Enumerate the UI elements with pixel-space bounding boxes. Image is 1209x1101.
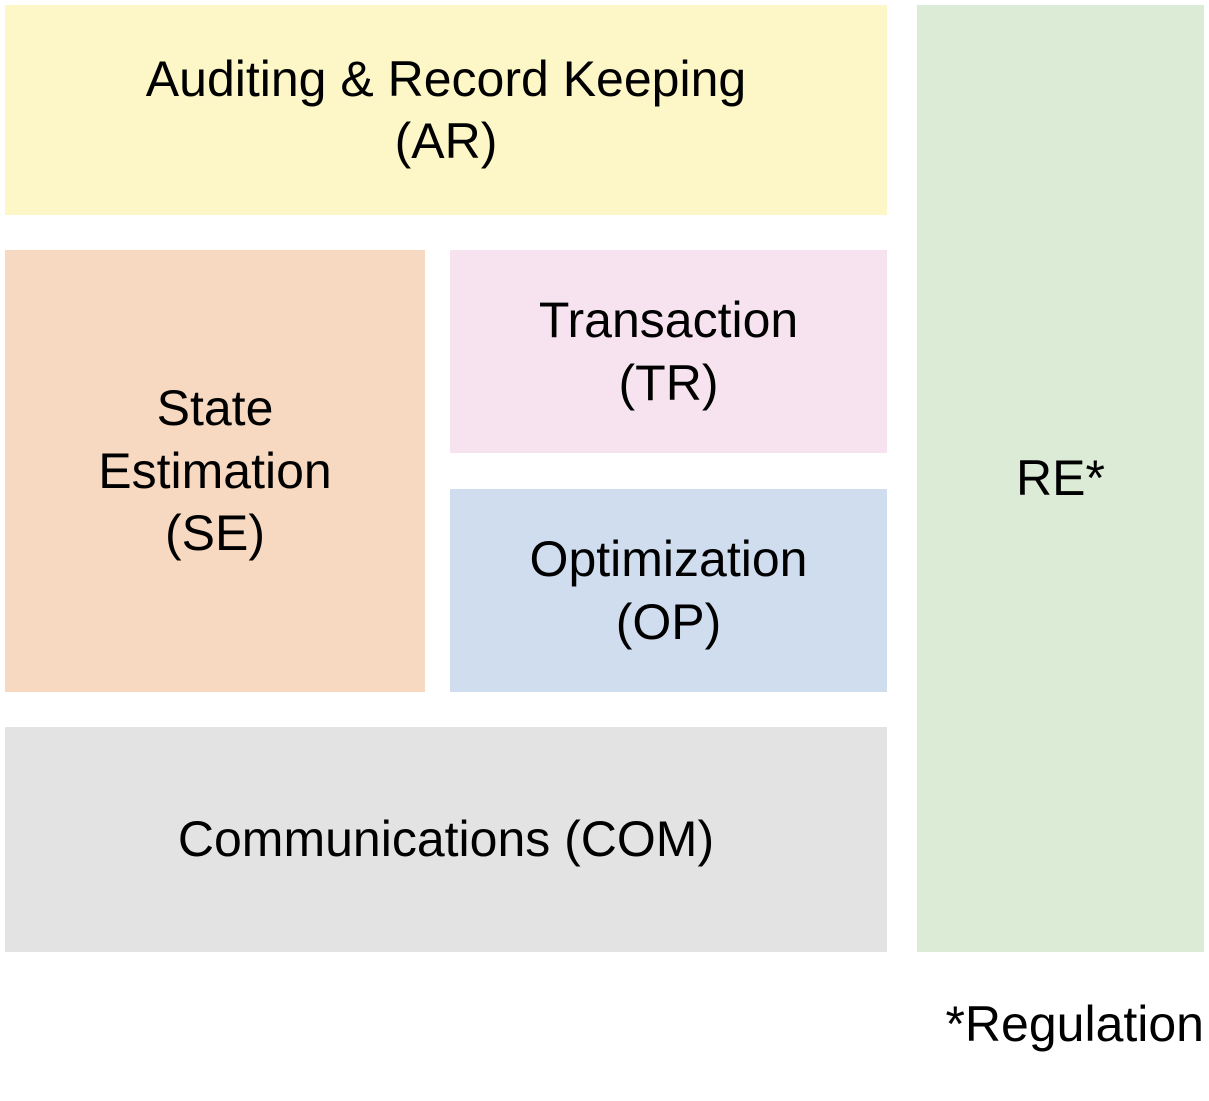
- footnote-text: *Regulation: [945, 996, 1204, 1052]
- architecture-diagram: Auditing & Record Keeping (AR) State Est…: [5, 5, 1204, 1096]
- block-regulation: RE*: [917, 5, 1204, 952]
- block-state-estimation: State Estimation (SE): [5, 250, 425, 692]
- block-label-state-estimation: State Estimation (SE): [98, 377, 331, 565]
- block-transaction: Transaction (TR): [450, 250, 887, 453]
- block-label-optimization: Optimization (OP): [530, 528, 808, 653]
- block-auditing-record-keeping: Auditing & Record Keeping (AR): [5, 5, 887, 215]
- block-label-communications: Communications (COM): [178, 808, 714, 871]
- block-label-transaction: Transaction (TR): [539, 289, 798, 414]
- block-optimization: Optimization (OP): [450, 489, 887, 692]
- block-label-regulation: RE*: [1016, 447, 1105, 510]
- footnote-regulation: *Regulation: [917, 995, 1204, 1053]
- block-label-auditing: Auditing & Record Keeping (AR): [146, 48, 746, 173]
- block-communications: Communications (COM): [5, 727, 887, 952]
